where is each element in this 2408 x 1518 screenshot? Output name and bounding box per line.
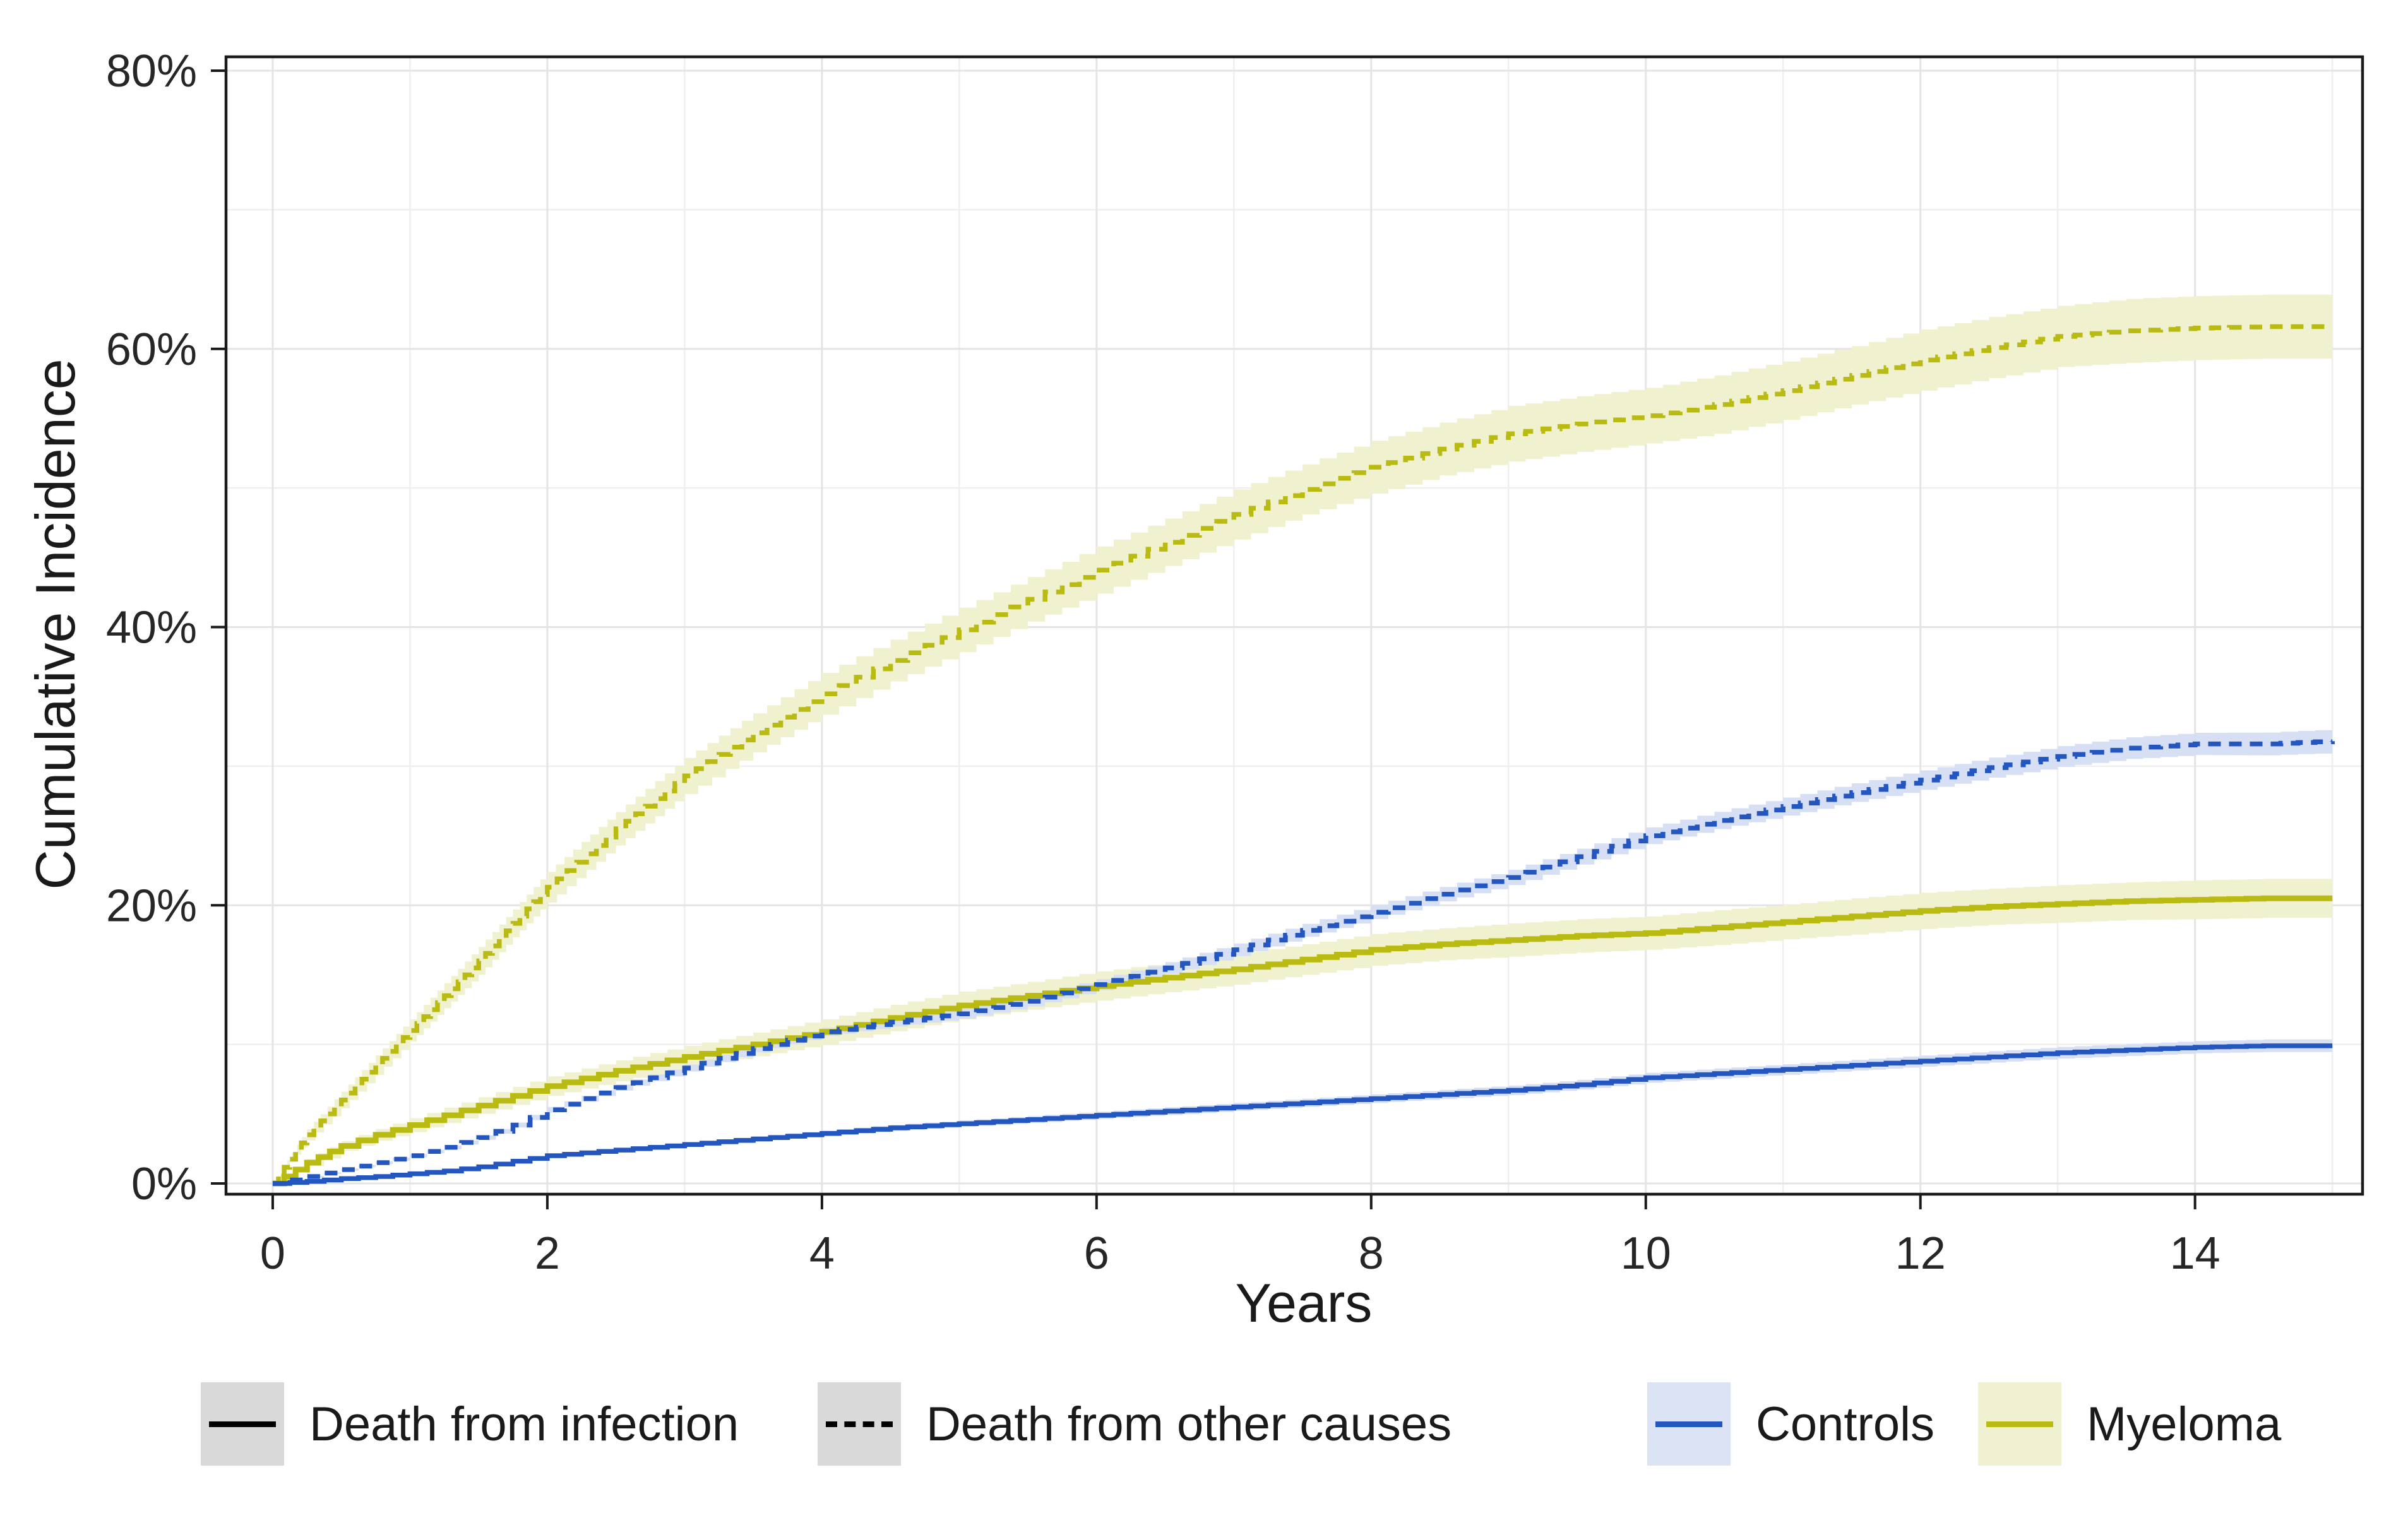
legend-label: Controls (1756, 1397, 1934, 1451)
x-tick-label: 6 (1084, 1228, 1109, 1279)
dashed-line-swatch-icon (826, 1421, 893, 1427)
band-myeloma-other-causes (272, 294, 2333, 1183)
curve-controls-infection (272, 1043, 2333, 1186)
x-tick-label: 12 (1895, 1228, 1946, 1279)
legend-item-controls: Controls (1756, 1382, 1934, 1466)
x-axis-title: Years (1235, 1273, 1373, 1334)
legend-label: Death from infection (309, 1397, 739, 1451)
x-tick-label: 2 (535, 1228, 560, 1279)
confidence-bands (272, 294, 2333, 1183)
legend-item-death-from-infection: Death from infection (309, 1382, 739, 1466)
x-tick-label: 8 (1359, 1228, 1384, 1279)
legend-item-death-from-other-causes: Death from other causes (926, 1382, 1451, 1466)
y-axis-title: Cumulative Incidence (24, 359, 86, 890)
y-tick-label: 80% (106, 46, 197, 97)
curve-controls-other-causes (272, 739, 2335, 1186)
y-tick-label: 20% (106, 881, 197, 931)
legend-label: Death from other causes (926, 1397, 1452, 1451)
legend-item-myeloma: Myeloma (2087, 1382, 2281, 1466)
solid-line-swatch-icon (209, 1421, 276, 1427)
panel-border (224, 55, 2364, 1196)
x-tick-label: 0 (260, 1228, 285, 1279)
band-myeloma-infection (272, 879, 2333, 1183)
legend-key-death-from-infection (201, 1382, 284, 1466)
legend-key-controls (1647, 1382, 1731, 1466)
olive-line-swatch-icon (1986, 1421, 2053, 1427)
band-controls-infection (272, 1039, 2333, 1183)
incidence-curves (272, 324, 2335, 1187)
y-tick-label: 60% (106, 324, 197, 375)
x-tick-label: 14 (2170, 1228, 2220, 1279)
y-tick-label: 40% (106, 603, 197, 653)
axis-ticks: 0% 20% 40% 60% 80% 0 2 4 6 8 10 12 14 (106, 46, 2220, 1279)
x-tick-label: 4 (809, 1228, 835, 1279)
blue-line-swatch-icon (1655, 1421, 1722, 1427)
curve-myeloma-other-causes (272, 324, 2333, 1186)
y-tick-label: 0% (131, 1159, 197, 1209)
legend-key-death-from-other-causes (818, 1382, 901, 1466)
x-tick-label: 10 (1621, 1228, 1671, 1279)
legend-label: Myeloma (2087, 1397, 2282, 1451)
gridlines (226, 57, 2363, 1194)
curve-myeloma-infection (272, 895, 2333, 1187)
legend-key-myeloma (1978, 1382, 2061, 1466)
